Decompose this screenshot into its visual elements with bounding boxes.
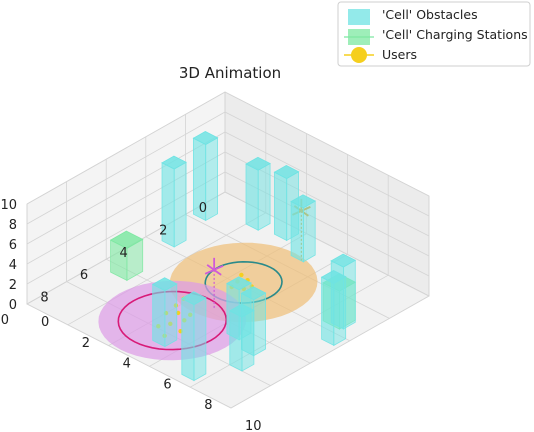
bar-face-top — [161, 155, 187, 170]
obstacle-bar — [180, 291, 207, 382]
bar-face-top — [330, 253, 357, 268]
obstacle-bar — [161, 155, 187, 248]
charging-station-bar — [109, 230, 144, 282]
legend-entry-label: Users — [382, 47, 417, 62]
grid-line — [26, 111, 226, 225]
bar-face-left — [321, 276, 335, 347]
y-tick-label: 6 — [163, 377, 171, 392]
bar-face-left — [229, 310, 243, 372]
obstacle-bar — [320, 270, 347, 347]
x-tick-label: 6 — [80, 268, 88, 283]
bar-face-right — [164, 283, 178, 348]
grid-line — [67, 212, 266, 326]
legend-box — [337, 1, 531, 67]
bar-face-top — [226, 276, 252, 291]
z-tick-label: 6 — [9, 238, 17, 253]
bar-face-top — [245, 156, 271, 171]
legend-entry-label: 'Cell' Charging Stations — [382, 27, 528, 42]
legend: 'Cell' Obstacles 'Cell' Charging Stations… — [337, 1, 531, 67]
obstacle-bar — [290, 194, 317, 263]
bar-face-right — [173, 161, 187, 248]
grid-line — [26, 91, 226, 205]
bar-face-left — [181, 297, 195, 382]
bar-face-top — [228, 303, 255, 318]
grid-line — [26, 131, 226, 245]
z-tick-label: 4 — [9, 258, 17, 273]
obstacle-bar — [245, 156, 271, 231]
bar-face-top — [192, 131, 219, 145]
x-tick-label: 10 — [0, 313, 9, 328]
bar-face-right — [333, 276, 347, 347]
bar-face-right — [257, 162, 271, 231]
grid-line — [26, 171, 226, 285]
bar-face-left — [290, 200, 304, 263]
z-tick-label: 8 — [9, 218, 17, 233]
z-tick-label: 0 — [9, 298, 17, 313]
grid-line — [230, 295, 430, 409]
bar-face-top — [273, 165, 300, 179]
x-tick-label: 0 — [199, 201, 207, 216]
bar-face-right — [205, 137, 219, 222]
z-tick-label: 10 — [0, 198, 17, 213]
legend-swatch-obstacle — [348, 9, 370, 25]
obstacle-bar — [151, 277, 178, 348]
bar-face-top — [109, 230, 144, 249]
obstacle-bar — [228, 303, 255, 372]
legend-swatch-users — [351, 47, 367, 63]
bar-face-right — [253, 292, 267, 357]
bar-face-left — [152, 283, 166, 348]
grid-line — [26, 151, 226, 265]
x-tick-label: 2 — [159, 223, 167, 238]
y-tick-label: 4 — [123, 357, 131, 372]
y-tick-label: 0 — [41, 315, 49, 330]
grid-line — [224, 131, 430, 237]
bar-face-top — [240, 286, 267, 301]
bar-face-right — [193, 297, 207, 382]
grid-line — [26, 303, 232, 409]
grid-line — [224, 111, 430, 217]
legend-entry-label: 'Cell' Obstacles — [382, 7, 478, 22]
x-tick-label: 8 — [40, 291, 48, 306]
bar-face-right — [241, 309, 255, 372]
x-tick-label: 4 — [120, 246, 128, 261]
bar-face-right — [302, 200, 316, 263]
bars-layer — [109, 131, 357, 382]
chart-title: 3D Animation — [179, 64, 281, 82]
user-point — [239, 272, 244, 278]
bar-face-top — [180, 291, 207, 306]
obstacle-bar — [192, 131, 219, 222]
bar-face-top — [290, 194, 317, 209]
y-tick-label: 10 — [245, 419, 262, 432]
y-tick-label: 8 — [204, 398, 212, 413]
bar-face-top — [320, 270, 347, 284]
bar-face-top — [151, 277, 178, 292]
bar-face-left — [273, 171, 288, 242]
y-tick-label: 2 — [82, 336, 90, 351]
tick-labels: 024681002468100246810 — [0, 198, 262, 432]
z-tick-label: 2 — [9, 278, 17, 293]
bar-face-left — [245, 163, 259, 231]
grid-line — [224, 91, 430, 197]
